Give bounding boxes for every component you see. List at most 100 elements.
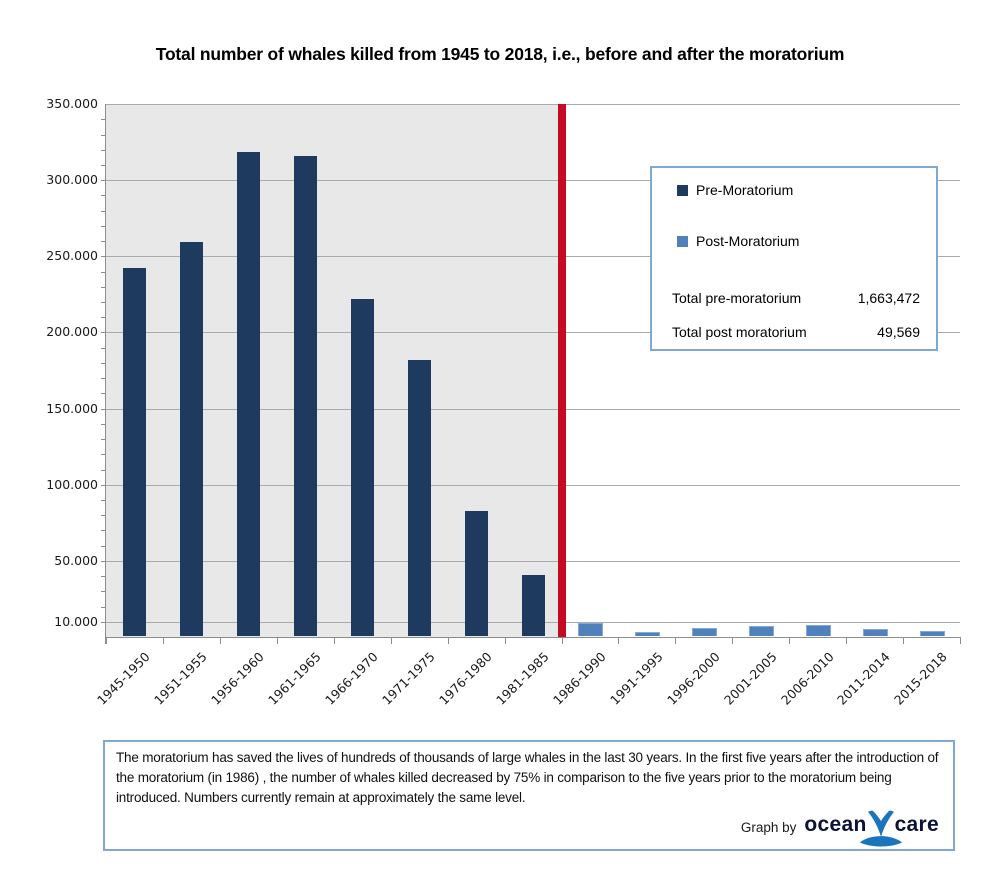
pre-moratorium-shaded-region bbox=[106, 104, 562, 637]
pre-moratorium-bar bbox=[521, 575, 545, 636]
x-axis-tick bbox=[789, 637, 791, 644]
y-axis-minor-tick bbox=[101, 378, 106, 380]
y-axis-minor-tick bbox=[101, 119, 106, 121]
total-pre-value: 1,663,472 bbox=[857, 290, 920, 306]
y-axis-minor-tick bbox=[101, 256, 106, 258]
x-axis-tick bbox=[732, 637, 734, 644]
y-axis-minor-tick bbox=[101, 423, 106, 425]
x-axis-line bbox=[105, 637, 961, 638]
post-moratorium-bar bbox=[578, 623, 604, 636]
y-axis-minor-tick bbox=[101, 499, 106, 501]
y-axis-minor-tick bbox=[101, 454, 106, 456]
y-axis-tick-label: 250.000 bbox=[46, 248, 98, 264]
x-axis-tick bbox=[333, 637, 335, 644]
x-axis-tick bbox=[960, 637, 961, 644]
y-axis-minor-tick bbox=[101, 393, 106, 395]
total-post-value: 49,569 bbox=[877, 324, 920, 340]
pre-moratorium-swatch-icon bbox=[677, 185, 688, 196]
x-axis-tick bbox=[675, 637, 677, 644]
y-axis-minor-tick bbox=[101, 164, 106, 166]
legend-label-post: Post-Moratorium bbox=[696, 233, 800, 249]
post-moratorium-bar bbox=[806, 625, 832, 636]
x-axis-tick bbox=[219, 637, 221, 644]
y-axis-tick-label: 350.000 bbox=[46, 96, 98, 111]
post-moratorium-bar bbox=[920, 630, 945, 636]
note-box: The moratorium has saved the lives of hu… bbox=[103, 740, 955, 851]
y-axis-minor-tick bbox=[101, 591, 106, 593]
x-axis-tick bbox=[504, 637, 506, 644]
gridline bbox=[106, 180, 960, 182]
y-axis-minor-tick bbox=[101, 210, 106, 212]
y-axis-minor-tick bbox=[101, 134, 106, 136]
y-axis-minor-tick bbox=[101, 180, 106, 182]
post-moratorium-bar bbox=[749, 626, 775, 636]
gridline bbox=[106, 104, 960, 105]
y-axis-minor-tick bbox=[101, 302, 106, 303]
y-axis-minor-tick bbox=[101, 317, 106, 319]
y-axis-minor-tick bbox=[101, 271, 106, 273]
y-axis-minor-tick bbox=[101, 195, 106, 197]
y-axis-minor-tick bbox=[101, 545, 106, 547]
total-pre-label: Total pre-moratorium bbox=[672, 290, 802, 306]
gridline bbox=[106, 560, 960, 562]
y-axis-minor-tick bbox=[101, 286, 106, 288]
y-axis-minor-tick bbox=[101, 241, 106, 243]
legend-item-post: Post-Moratorium bbox=[652, 233, 936, 251]
y-axis-line bbox=[105, 104, 106, 644]
y-axis-tick-label: 10.000 bbox=[54, 613, 98, 629]
gridline bbox=[106, 408, 960, 410]
page-title: Total number of whales killed from 1945 … bbox=[155, 44, 845, 64]
pre-moratorium-bar bbox=[350, 299, 374, 636]
post-moratorium-bar bbox=[692, 628, 718, 636]
y-axis-minor-tick bbox=[101, 606, 106, 608]
y-axis-minor-tick bbox=[101, 408, 106, 410]
y-axis-minor-tick bbox=[101, 530, 106, 532]
y-axis-minor-tick bbox=[101, 484, 106, 486]
pre-moratorium-bar bbox=[179, 241, 203, 636]
y-axis-minor-tick bbox=[101, 576, 106, 578]
pre-moratorium-bar bbox=[293, 156, 317, 636]
moratorium-line bbox=[557, 104, 566, 637]
gridline bbox=[106, 332, 960, 334]
y-axis-minor-tick bbox=[101, 332, 106, 334]
total-post-row: Total post moratorium 49,569 bbox=[652, 324, 936, 342]
y-axis-minor-tick bbox=[101, 362, 106, 364]
pre-moratorium-bar bbox=[236, 151, 260, 636]
x-axis-tick bbox=[106, 637, 107, 644]
x-axis-tick bbox=[390, 637, 392, 644]
y-axis-tick-label: 200.000 bbox=[46, 324, 98, 340]
y-axis-tick-label: 50.000 bbox=[54, 552, 98, 568]
y-axis-tick-label: 150.000 bbox=[46, 400, 98, 416]
pre-moratorium-bar bbox=[464, 511, 488, 636]
brand-care: care bbox=[894, 813, 939, 836]
x-axis-tick bbox=[561, 637, 563, 644]
credit-line: Graph by ocean care bbox=[740, 804, 939, 847]
plot-area bbox=[101, 104, 961, 644]
post-moratorium-swatch-icon bbox=[677, 236, 688, 247]
total-post-label: Total post moratorium bbox=[672, 324, 807, 340]
y-axis-tick-label: 300.000 bbox=[46, 172, 98, 188]
note-text: The moratorium has saved the lives of hu… bbox=[116, 750, 939, 805]
y-axis-minor-tick bbox=[101, 225, 106, 227]
y-axis-minor-tick bbox=[101, 621, 106, 623]
legend-label-pre: Pre-Moratorium bbox=[696, 182, 794, 198]
y-axis-minor-tick bbox=[101, 347, 106, 349]
x-axis-tick bbox=[846, 637, 848, 644]
post-moratorium-bar bbox=[635, 631, 661, 636]
x-axis-tick bbox=[618, 637, 620, 644]
y-axis-minor-tick bbox=[101, 439, 106, 440]
whale-tail-icon bbox=[859, 810, 902, 847]
x-axis-tick bbox=[903, 637, 905, 644]
total-pre-row: Total pre-moratorium 1,663,472 bbox=[652, 290, 936, 308]
credit-text: Graph by bbox=[740, 819, 797, 835]
y-axis-tick-label: 100.000 bbox=[46, 476, 98, 492]
pre-moratorium-bar bbox=[123, 267, 146, 636]
y-axis-minor-tick bbox=[101, 515, 106, 517]
gridline bbox=[106, 484, 960, 486]
post-moratorium-bar bbox=[863, 628, 889, 636]
legend-box: Pre-Moratorium Post-Moratorium Total pre… bbox=[650, 166, 938, 351]
x-axis-tick bbox=[162, 637, 164, 644]
brand-ocean: ocean bbox=[804, 813, 867, 836]
legend-item-pre: Pre-Moratorium bbox=[652, 182, 936, 200]
